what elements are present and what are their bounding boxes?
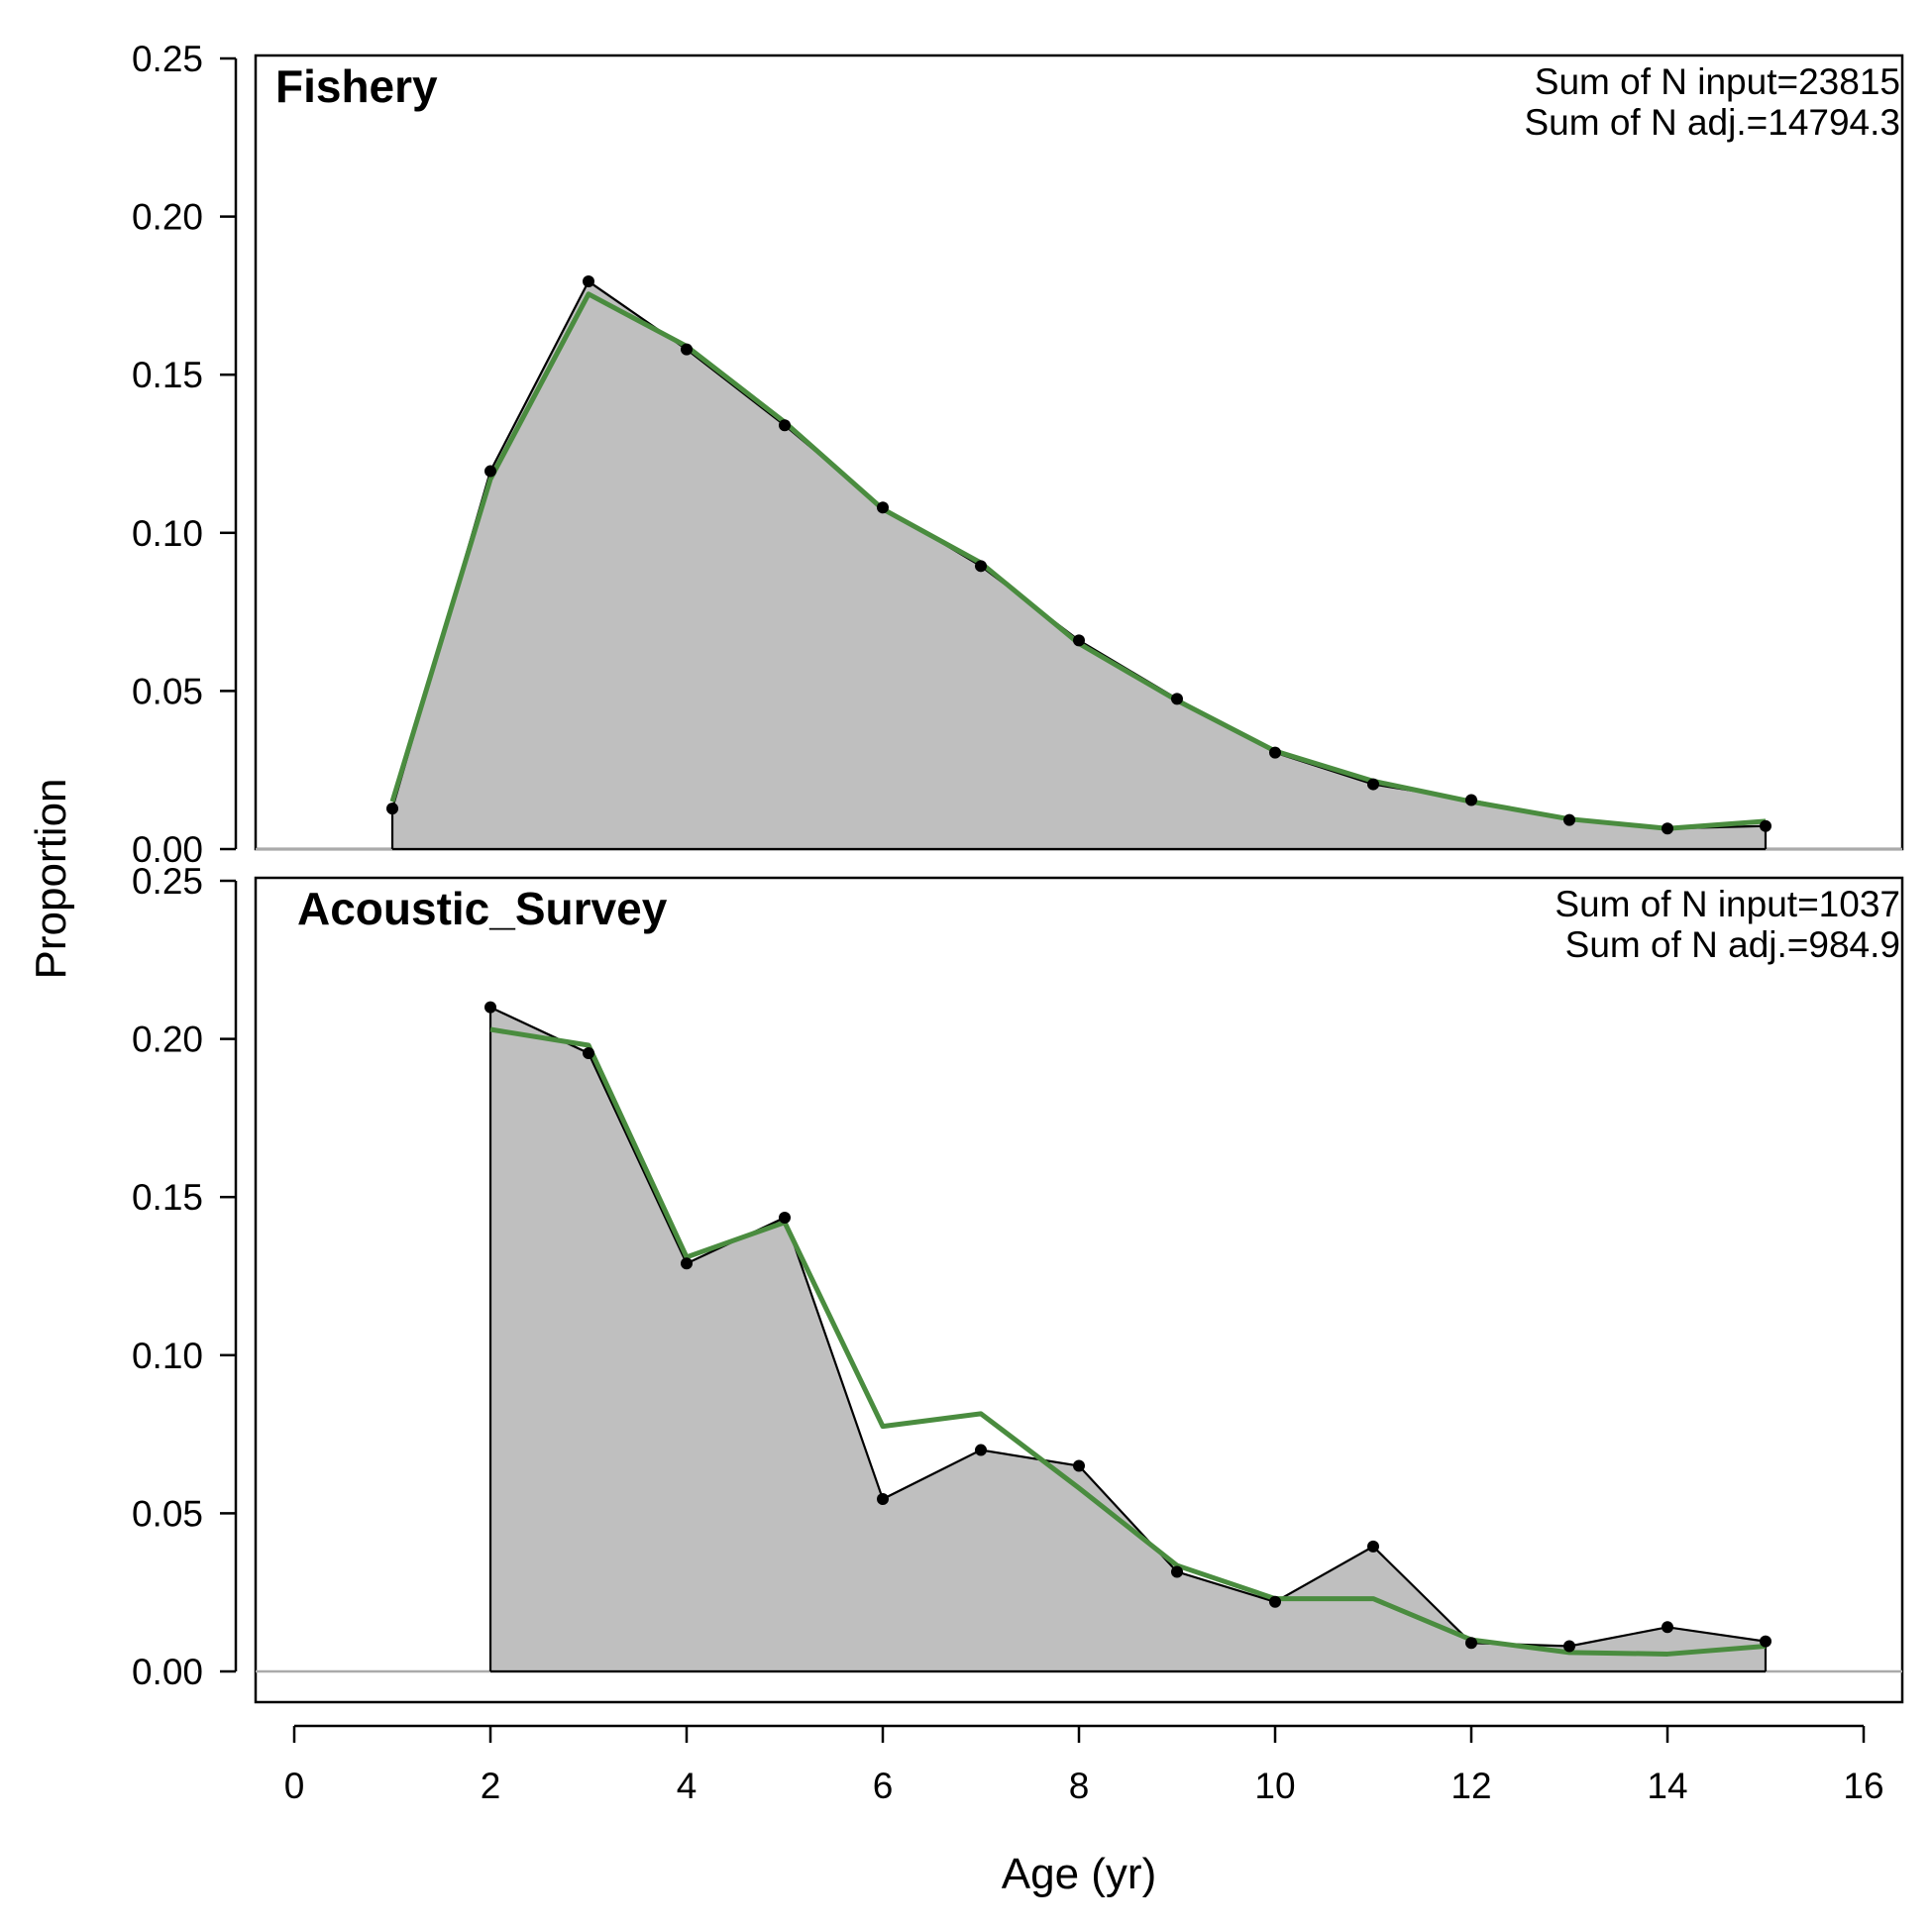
observed-point xyxy=(1367,778,1379,791)
observed-point xyxy=(975,1444,987,1456)
observed-point xyxy=(1269,746,1281,759)
observed-point xyxy=(1563,1640,1575,1653)
observed-point xyxy=(681,1257,693,1270)
y-tick-label: 0.05 xyxy=(132,671,203,711)
y-tick-label: 0.20 xyxy=(132,197,203,238)
x-tick-label: 2 xyxy=(481,1766,501,1806)
observed-point xyxy=(877,501,889,514)
observed-point xyxy=(1760,1635,1771,1648)
y-tick-label: 0.15 xyxy=(132,355,203,395)
observed-area xyxy=(392,281,1766,849)
observed-point xyxy=(583,275,594,288)
y-tick-label: 0.15 xyxy=(132,1177,203,1218)
y-tick-label: 0.05 xyxy=(132,1493,203,1534)
y-tick-label: 0.10 xyxy=(132,1336,203,1376)
x-tick-label: 8 xyxy=(1069,1766,1090,1806)
observed-point xyxy=(484,465,496,478)
observed-point xyxy=(877,1493,889,1506)
observed-point xyxy=(1073,1459,1085,1472)
observed-point xyxy=(1662,1621,1673,1634)
x-tick-label: 16 xyxy=(1843,1766,1883,1806)
observed-point xyxy=(1269,1595,1281,1608)
expected-line xyxy=(489,1026,1767,1657)
acoustic-survey-panel: 0.00 0.05 0.10 0.15 0.20 0.25 Acoustic_Survey… xyxy=(132,861,1902,1692)
fishery-y-axis: 0.00 0.05 0.10 0.15 0.20 0.25 xyxy=(132,39,238,870)
observed-point xyxy=(1760,819,1771,832)
observed-point xyxy=(1465,1637,1477,1650)
y-tick-label: 0.10 xyxy=(132,513,203,554)
observed-point xyxy=(1662,822,1673,835)
observed-point xyxy=(975,560,987,573)
y-tick-label: 0.00 xyxy=(132,829,203,870)
y-tick-label: 0.25 xyxy=(132,39,203,79)
x-tick-label: 6 xyxy=(873,1766,894,1806)
acoustic-survey-sum-n-adj: Sum of N adj.=984.9 xyxy=(1565,924,1900,965)
observed-point xyxy=(1073,634,1085,647)
fishery-panel: 0.00 0.05 0.10 0.15 0.20 0.25 Fishery Sum of … xyxy=(132,39,1902,870)
y-tick-label: 0.20 xyxy=(132,1020,203,1060)
fishery-plot xyxy=(256,275,1902,851)
observed-point xyxy=(583,1046,594,1059)
x-tick-label: 10 xyxy=(1254,1766,1295,1806)
observed-point xyxy=(1171,1565,1183,1578)
x-tick-label: 4 xyxy=(677,1766,698,1806)
x-tick-label: 12 xyxy=(1450,1766,1491,1806)
observed-point xyxy=(779,419,791,432)
x-tick-label: 0 xyxy=(284,1766,305,1806)
x-tick-label: 14 xyxy=(1647,1766,1687,1806)
x-axis-title: Age (yr) xyxy=(1002,1850,1156,1898)
observed-point xyxy=(681,343,693,356)
acoustic-survey-sum-n-input: Sum of N input=1037 xyxy=(1555,884,1900,924)
acoustic-survey-panel-title: Acoustic_Survey xyxy=(297,883,668,934)
y-tick-label: 0.25 xyxy=(132,861,203,902)
observed-point xyxy=(1465,794,1477,806)
fishery-sum-n-adj: Sum of N adj.=14794.3 xyxy=(1524,102,1900,143)
observed-point xyxy=(1171,693,1183,705)
y-axis-title: Proportion xyxy=(27,778,75,979)
observed-area xyxy=(490,1007,1766,1671)
observed-point xyxy=(1563,813,1575,826)
observed-point xyxy=(779,1211,791,1224)
acoustic-survey-y-axis: 0.00 0.05 0.10 0.15 0.20 0.25 xyxy=(132,861,238,1692)
observed-line xyxy=(489,1006,1767,1648)
observed-point xyxy=(484,1001,496,1014)
fishery-sum-n-input: Sum of N input=23815 xyxy=(1535,61,1900,102)
y-tick-label: 0.00 xyxy=(132,1652,203,1692)
observed-point xyxy=(386,803,398,815)
acoustic-survey-plot xyxy=(256,1001,1902,1673)
bottom-panel-frame xyxy=(254,876,1904,1704)
fishery-panel-title: Fishery xyxy=(275,60,438,112)
x-axis: 0 2 4 6 8 10 12 14 16 xyxy=(284,1724,1884,1806)
observed-point xyxy=(1367,1540,1379,1553)
